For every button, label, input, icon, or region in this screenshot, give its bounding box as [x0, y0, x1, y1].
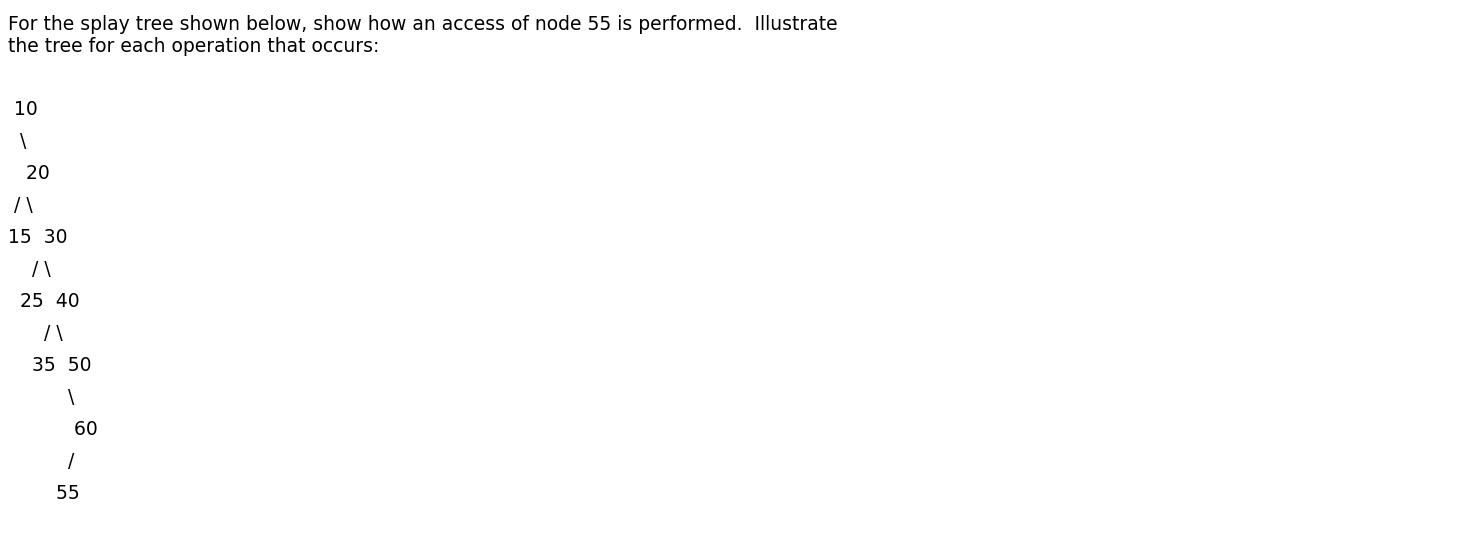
Text: / \: / \	[7, 260, 50, 279]
Text: /: /	[7, 452, 74, 471]
Text: 20: 20	[7, 164, 50, 183]
Text: / \: / \	[7, 196, 32, 215]
Text: / \: / \	[7, 324, 63, 343]
Text: 60: 60	[7, 420, 97, 439]
Text: For the splay tree shown below, show how an access of node 55 is performed.  Ill: For the splay tree shown below, show how…	[7, 15, 837, 34]
Text: 15  30: 15 30	[7, 228, 68, 247]
Text: the tree for each operation that occurs:: the tree for each operation that occurs:	[7, 37, 379, 56]
Text: \: \	[7, 388, 74, 407]
Text: 35  50: 35 50	[7, 356, 92, 375]
Text: 25  40: 25 40	[7, 292, 80, 311]
Text: 55: 55	[7, 484, 80, 503]
Text: \: \	[7, 132, 27, 151]
Text: 10: 10	[7, 100, 38, 119]
